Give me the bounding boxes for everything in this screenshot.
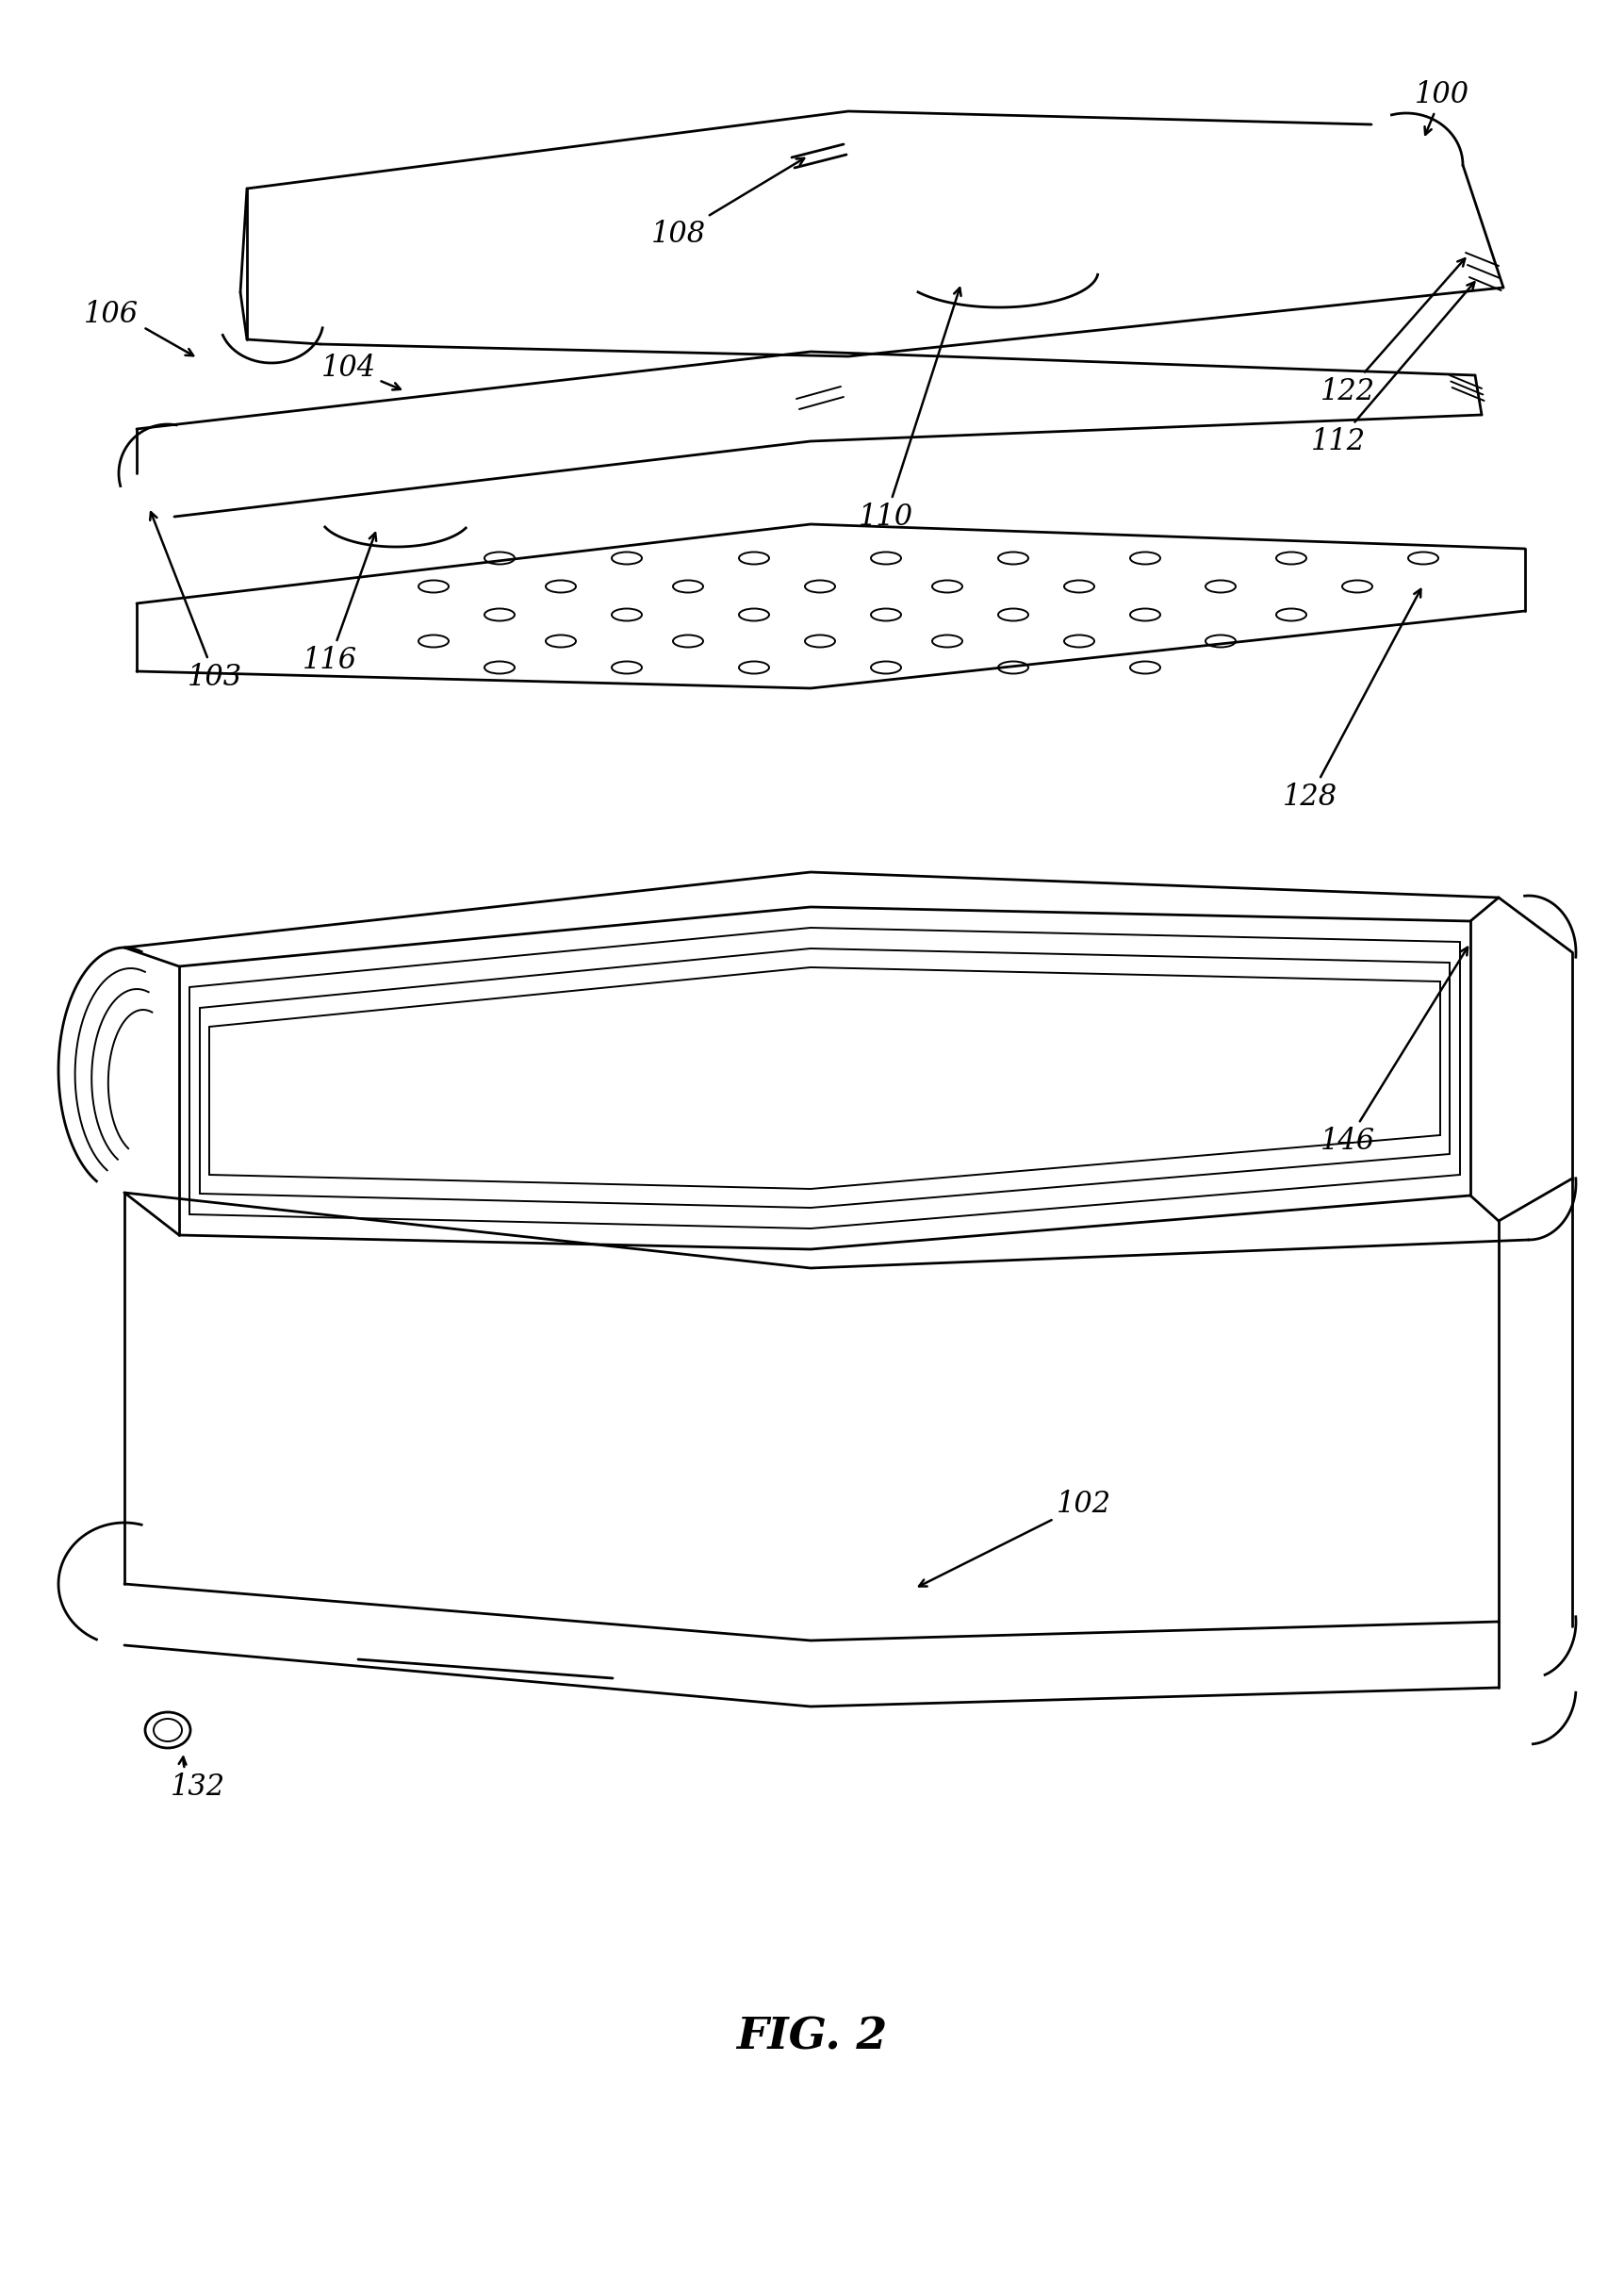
Text: 108: 108 xyxy=(651,158,804,248)
Text: 104: 104 xyxy=(322,353,401,390)
Text: 103: 103 xyxy=(149,511,242,692)
Text: 128: 128 xyxy=(1283,589,1421,811)
Text: 110: 110 xyxy=(859,289,961,532)
Text: 112: 112 xyxy=(1311,282,1475,456)
Text: 100: 100 xyxy=(1415,80,1470,135)
Text: 132: 132 xyxy=(171,1758,226,1802)
Text: 116: 116 xyxy=(302,534,377,674)
Text: 102: 102 xyxy=(919,1490,1111,1586)
Text: 106: 106 xyxy=(84,300,138,328)
Text: FIG. 2: FIG. 2 xyxy=(736,2015,887,2058)
Text: 146: 146 xyxy=(1320,947,1468,1155)
Text: 122: 122 xyxy=(1320,259,1465,406)
